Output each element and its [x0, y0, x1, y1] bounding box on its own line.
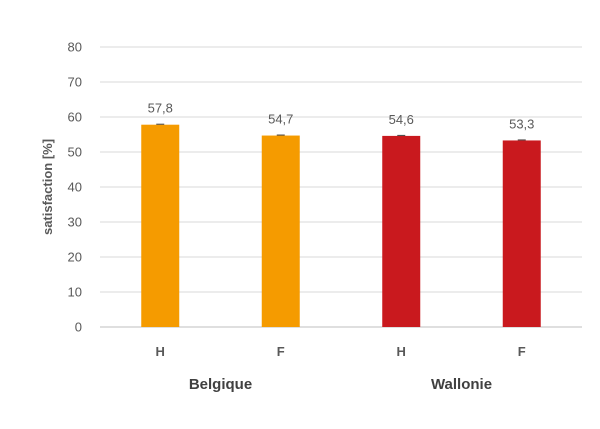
y-tick-label: 70 — [68, 75, 82, 90]
bar — [141, 124, 180, 327]
category-label: H — [397, 344, 406, 359]
category-label: F — [277, 344, 285, 359]
y-tick-label: 50 — [68, 145, 82, 160]
y-tick-label: 20 — [68, 250, 82, 265]
group-label: Belgique — [189, 376, 252, 393]
y-axis-label: satisfaction [%] — [40, 139, 55, 235]
y-axis-ticks: 0 10 20 30 40 50 60 70 80 — [68, 40, 82, 335]
y-tick-label: 80 — [68, 40, 82, 55]
gridlines — [100, 46, 582, 328]
data-label: 57,8 — [148, 101, 173, 116]
bars — [141, 123, 541, 327]
data-label: 54,7 — [268, 112, 293, 127]
bar — [382, 135, 421, 327]
y-tick-label: 30 — [68, 215, 82, 230]
group-label: Wallonie — [431, 376, 492, 393]
y-tick-label: 40 — [68, 180, 82, 195]
data-label: 54,6 — [389, 112, 414, 127]
bar — [502, 140, 541, 327]
category-label: H — [156, 344, 165, 359]
data-label: 53,3 — [509, 116, 534, 131]
y-tick-label: 10 — [68, 285, 82, 300]
bar — [261, 135, 300, 327]
category-label: F — [518, 344, 526, 359]
y-tick-label: 0 — [75, 320, 82, 335]
group-labels: Belgique Wallonie — [189, 376, 492, 393]
data-labels: 57,8 54,7 54,6 53,3 — [148, 101, 535, 132]
y-tick-label: 60 — [68, 110, 82, 125]
